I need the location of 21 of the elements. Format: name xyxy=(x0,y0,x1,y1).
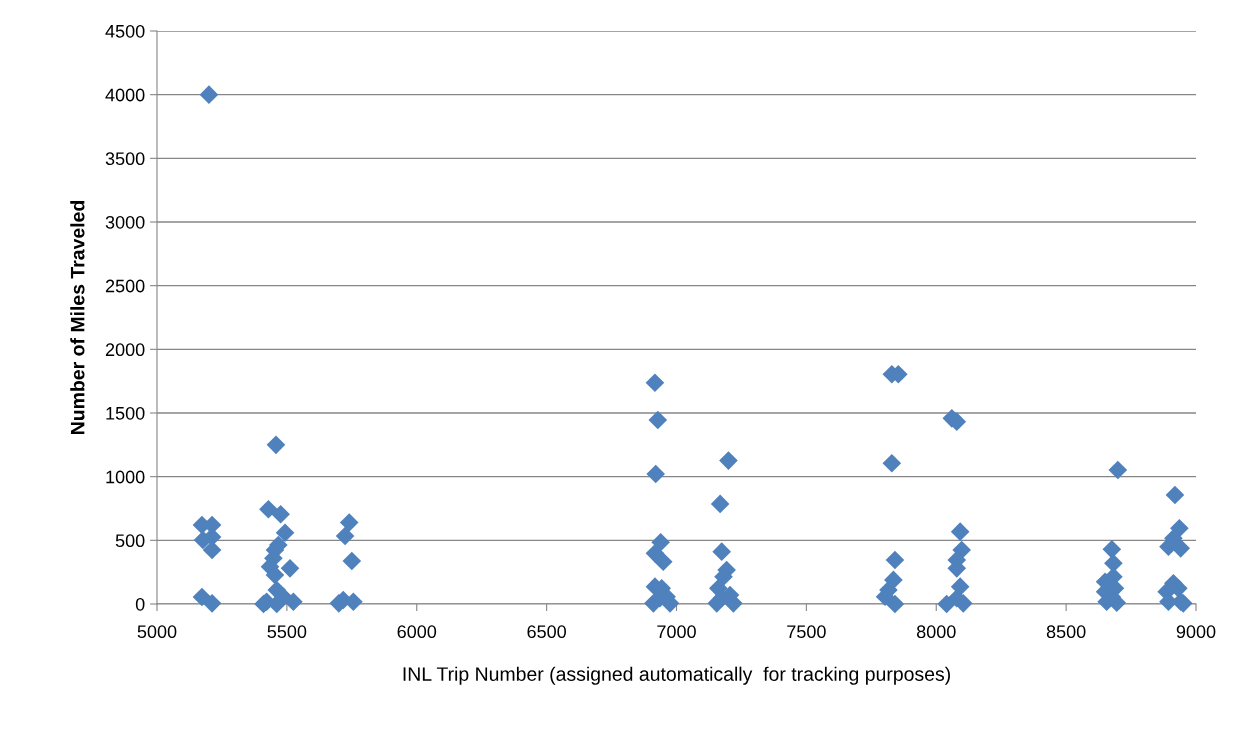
y-axis-title: Number of Miles Traveled xyxy=(70,200,85,434)
y-tick-label: 2500 xyxy=(105,279,145,293)
x-tick-label: 5500 xyxy=(267,625,307,639)
x-tick-label: 7000 xyxy=(657,625,696,639)
x-tick-label: 6500 xyxy=(527,625,566,639)
y-tick-label: 0 xyxy=(135,597,145,611)
x-tick-label: 7500 xyxy=(787,625,826,639)
y-tick-label: 1500 xyxy=(106,406,145,420)
y-tick-label: 4500 xyxy=(105,24,145,38)
x-tick-label: 8500 xyxy=(1046,625,1086,639)
y-tick-label: 500 xyxy=(115,534,145,548)
y-tick-label: 2000 xyxy=(105,343,145,357)
y-tick-label: 3000 xyxy=(105,215,145,229)
x-tick-label: 6000 xyxy=(397,625,437,639)
x-tick-label: 8000 xyxy=(916,625,956,639)
y-tick-label: 4000 xyxy=(105,88,145,102)
y-tick-label: 1000 xyxy=(106,470,145,484)
x-tick-label: 9000 xyxy=(1176,625,1216,639)
x-axis-title: INL Trip Number (assigned automatically for tracking purposes) xyxy=(403,666,950,685)
y-tick-label: 3500 xyxy=(105,152,145,166)
x-tick-label: 5000 xyxy=(137,625,177,639)
